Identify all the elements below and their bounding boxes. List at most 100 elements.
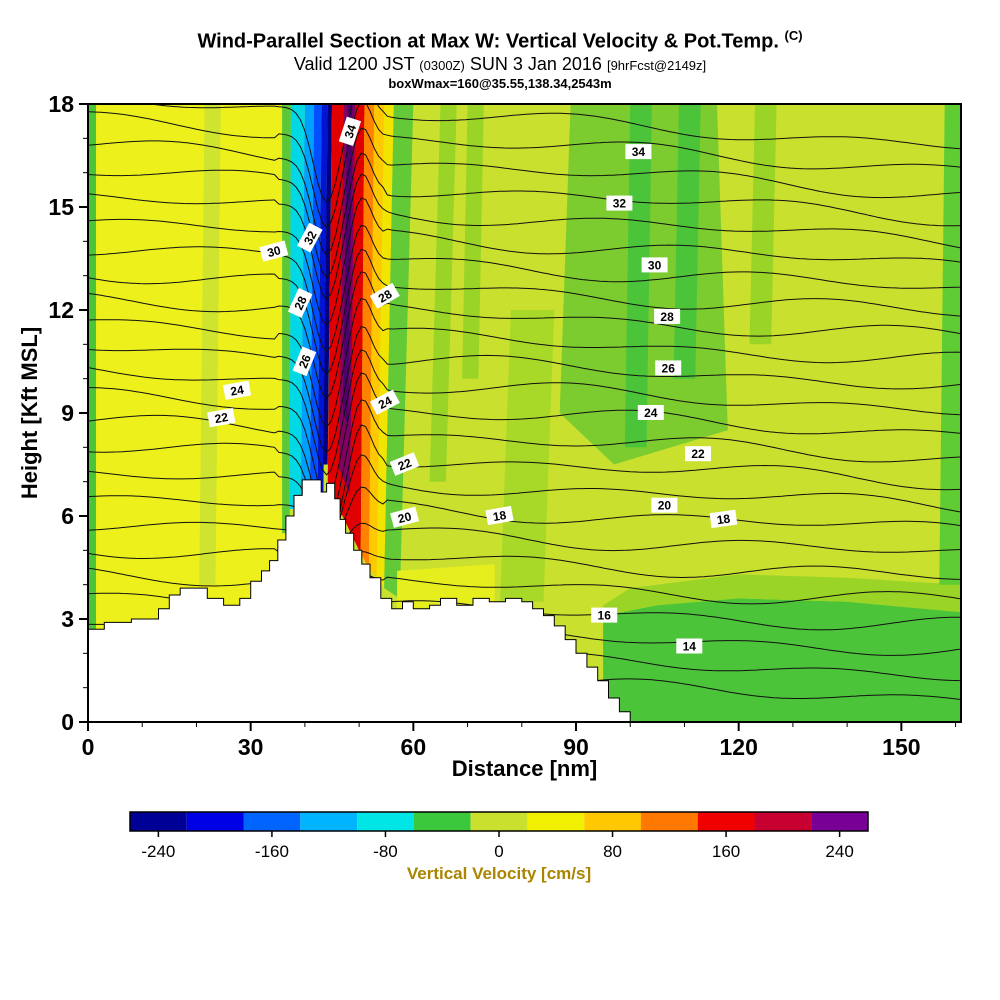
svg-text:28: 28 [291, 294, 309, 312]
isentrope-line-19 [88, 486, 960, 552]
contour-label-26: 26 [655, 360, 682, 376]
fill-region-lee-green-band [384, 104, 414, 599]
svg-text:24: 24 [229, 383, 245, 399]
chart-subtitle: Valid 1200 JST (0300Z) SUN 3 Jan 2016 [9… [0, 54, 1000, 75]
isentrope-line-31 [88, 173, 960, 300]
fill-region-windward-yellow-band [96, 104, 289, 722]
y-tick-label: 6 [61, 503, 74, 529]
valid-time: Valid 1200 JST [293, 54, 415, 74]
contour-label-20: 20 [390, 506, 420, 528]
svg-text:18: 18 [716, 511, 731, 527]
colorbar: -240 -160 -80 0 80 160 240 [129, 811, 869, 861]
chart-title: Wind-Parallel Section at Max W: Vertical… [0, 28, 1000, 54]
svg-text:34: 34 [632, 145, 646, 159]
svg-text:22: 22 [396, 455, 414, 473]
colorbar-segment [357, 812, 414, 831]
svg-text:28: 28 [660, 310, 674, 324]
fill-region-right-edge-green-strip [939, 104, 961, 585]
isentrope-line-26 [88, 297, 960, 428]
colorbar-segment [300, 812, 358, 831]
colorbar-tick-label: -80 [373, 842, 398, 861]
colorbar-segment [754, 812, 812, 831]
colorbar-label: Vertical Velocity [cm/s] [406, 864, 592, 883]
fill-region-right-green-streak-1 [624, 104, 652, 448]
contour-label-28: 28 [369, 282, 400, 309]
isentrope-line-27 [88, 270, 960, 400]
contour-label-20: 20 [651, 497, 678, 513]
colorbar-segment [130, 812, 187, 831]
contour-label-22: 22 [389, 452, 420, 476]
svg-text:30: 30 [266, 243, 283, 260]
x-tick-label: 150 [882, 734, 920, 760]
colorbar-tick-label: 0 [494, 842, 503, 861]
terrain-silhouette [88, 479, 631, 722]
forecast-note: [9hrFcst@2149z] [606, 58, 707, 73]
fill-region-downdraft-navy [323, 104, 332, 465]
cross-section-plot: 34 34 32 32 30 30 28 28 28 26 26 24 24 24 22 22 22 20 20 18… [88, 104, 961, 722]
y-tick-label: 9 [61, 400, 74, 426]
colorbar-segment [640, 812, 698, 831]
x-tick-label: 30 [238, 734, 264, 760]
svg-text:22: 22 [214, 410, 230, 426]
fill-region-updraft-dark-core [342, 104, 353, 427]
contour-label-14: 14 [676, 638, 703, 654]
contour-label-24: 24 [369, 389, 400, 415]
isentrope-line-30 [88, 197, 960, 326]
isentrope-line-17 [88, 548, 960, 580]
isentrope-line-25 [88, 325, 960, 454]
isentrope-line-22 [88, 399, 960, 528]
x-tick-label: 90 [563, 734, 589, 760]
isentrope-line-28 [88, 248, 960, 375]
colorbar-segment [697, 812, 755, 831]
boxwmax-annotation: boxWmax=160@35.55,138.34,2543m [388, 76, 612, 91]
contour-label-24: 24 [637, 405, 664, 420]
contour-label-18: 18 [485, 505, 514, 526]
colorbar-segment [527, 812, 585, 831]
isentrope-line-21 [88, 424, 960, 551]
svg-text:28: 28 [376, 287, 395, 306]
contour-label-32: 32 [297, 222, 323, 253]
contour-label-28: 28 [287, 287, 313, 318]
colorbar-tick-label: -240 [141, 842, 175, 861]
colorbar-segment [186, 812, 244, 831]
chart-title-unit: (C) [784, 28, 803, 43]
fill-region-lee-yellow-patch [397, 564, 495, 609]
isentrope-line-29 [88, 224, 960, 353]
isentrope-line-34 [88, 104, 960, 229]
contour-label-32: 32 [606, 195, 633, 211]
fill-region-right-green-streak-2 [673, 104, 701, 379]
fill-region-downdraft-blue [309, 104, 322, 503]
contour-label-22: 22 [207, 407, 236, 428]
y-tick-label: 15 [48, 194, 74, 220]
contour-label-24: 24 [222, 380, 252, 400]
svg-text:16: 16 [598, 609, 612, 623]
contour-label-30: 30 [259, 240, 289, 262]
svg-text:20: 20 [658, 499, 672, 513]
colorbar-segment [243, 812, 301, 831]
y-tick-label: 3 [61, 606, 74, 632]
y-tick-label: 12 [48, 297, 74, 323]
svg-text:20: 20 [396, 509, 413, 526]
isentrope-line-16 [88, 567, 960, 605]
colorbar-segment [470, 812, 528, 831]
fill-region-mid-green-streak-1 [429, 104, 457, 482]
fill-region-lower-right-green [603, 598, 961, 722]
colorbar-tick-label: -160 [255, 842, 289, 861]
svg-text:18: 18 [492, 508, 508, 524]
contour-label-18: 18 [709, 509, 738, 529]
colorbar-tick-label: 160 [712, 842, 740, 861]
x-axis-label: Distance [nm] [451, 756, 598, 781]
contour-label-16: 16 [591, 607, 618, 623]
colorbar-tick-label: 240 [825, 842, 853, 861]
svg-text:26: 26 [296, 352, 314, 370]
svg-text:34: 34 [342, 123, 360, 140]
fill-region-left-edge-green [88, 104, 97, 722]
y-tick-label: 0 [61, 709, 74, 735]
isentrope-line-18 [88, 521, 960, 556]
colorbar-segment [413, 812, 471, 831]
fill-region-yellow-band-streak [199, 104, 221, 585]
isentrope-line-20 [88, 454, 960, 549]
fill-region-mid-green-streak-2 [462, 104, 484, 379]
